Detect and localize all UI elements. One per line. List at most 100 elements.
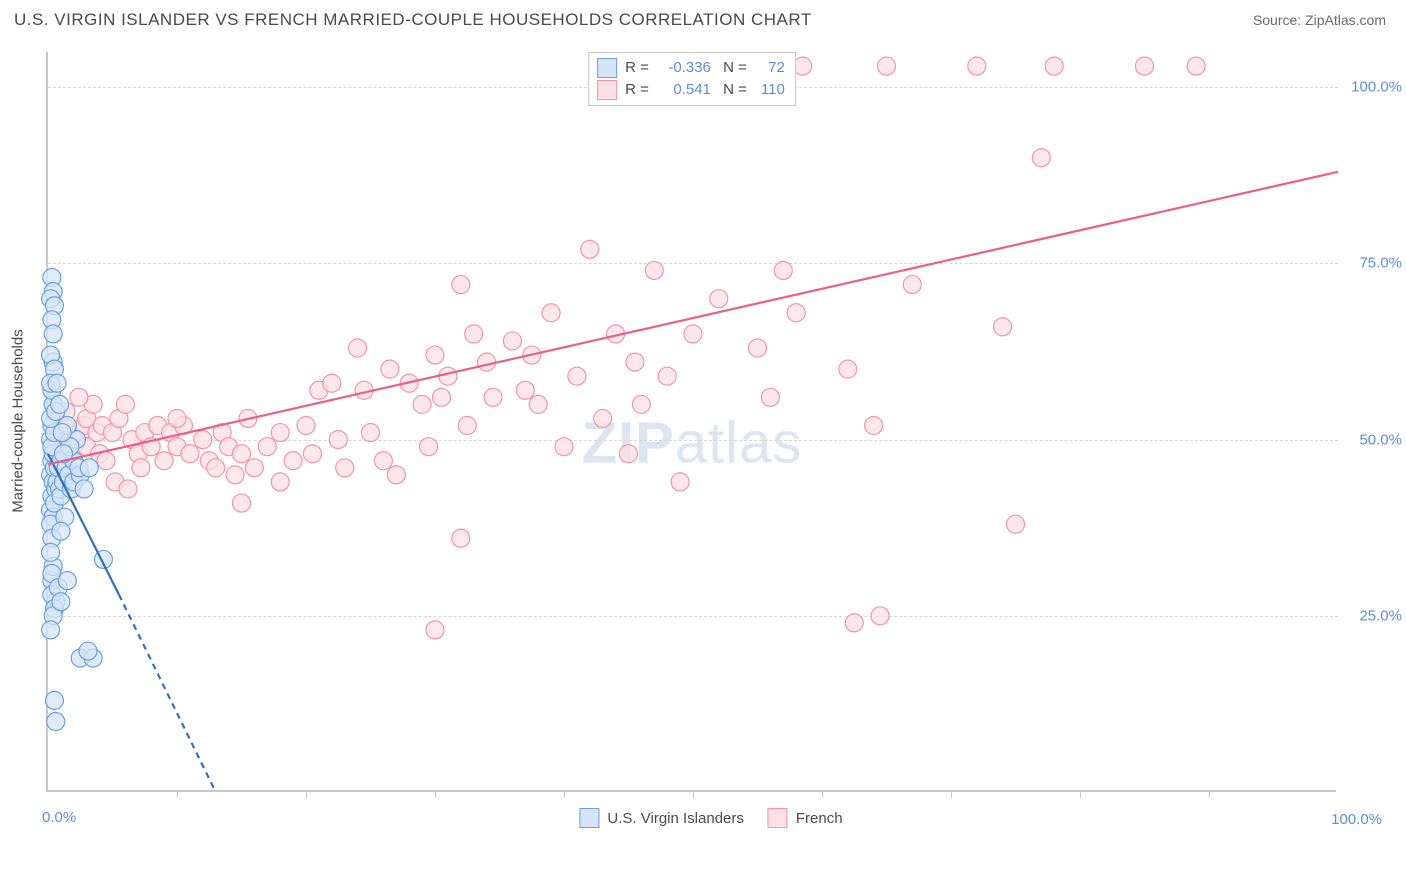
data-point [845, 614, 863, 632]
chart-container: ZIPatlas 25.0%50.0%75.0%100.0% Married-c… [46, 52, 1376, 830]
data-point [710, 290, 728, 308]
data-point [439, 367, 457, 385]
data-point [1045, 57, 1063, 75]
data-point [1136, 57, 1154, 75]
data-point [374, 452, 392, 470]
data-point [465, 325, 483, 343]
y-tick-label: 75.0% [1342, 255, 1402, 272]
n-value-blue: 72 [755, 57, 785, 79]
data-point [503, 332, 521, 350]
data-point [207, 459, 225, 477]
data-point [478, 353, 496, 371]
data-point [48, 374, 66, 392]
data-point [871, 607, 889, 625]
data-point [329, 431, 347, 449]
data-point [47, 713, 65, 731]
r-value-pink: 0.541 [657, 79, 711, 101]
legend-label-pink: French [796, 810, 843, 827]
data-point [1032, 149, 1050, 167]
trend-line [119, 595, 216, 792]
correlation-legend: R =-0.336 N =72 R =0.541 N =110 [588, 52, 796, 106]
series-legend: U.S. Virgin Islanders French [579, 808, 842, 828]
data-point [119, 480, 137, 498]
data-point [168, 409, 186, 427]
data-point [671, 473, 689, 491]
data-point [271, 424, 289, 442]
data-point [839, 360, 857, 378]
data-point [420, 438, 438, 456]
data-point [555, 438, 573, 456]
data-point [58, 572, 76, 590]
data-point [42, 621, 60, 639]
data-point [658, 367, 676, 385]
legend-label-blue: U.S. Virgin Islanders [607, 810, 743, 827]
data-point [458, 417, 476, 435]
data-point [75, 480, 93, 498]
data-point [684, 325, 702, 343]
data-point [132, 459, 150, 477]
data-point [79, 642, 97, 660]
data-point [432, 388, 450, 406]
y-tick-label: 100.0% [1342, 79, 1402, 96]
data-point [542, 304, 560, 322]
data-point [484, 388, 502, 406]
data-point [761, 388, 779, 406]
data-point [97, 452, 115, 470]
data-point [44, 325, 62, 343]
data-point [594, 409, 612, 427]
data-point [787, 304, 805, 322]
data-point [181, 445, 199, 463]
data-point [381, 360, 399, 378]
data-point [426, 346, 444, 364]
swatch-blue [597, 58, 617, 78]
data-point [297, 417, 315, 435]
scatter-layer [48, 52, 1338, 792]
r-value-blue: -0.336 [657, 57, 711, 79]
data-point [116, 395, 134, 413]
data-point [284, 452, 302, 470]
data-point [258, 438, 276, 456]
data-point [52, 593, 70, 611]
data-point [387, 466, 405, 484]
data-point [1187, 57, 1205, 75]
data-point [226, 466, 244, 484]
data-point [620, 445, 638, 463]
data-point [52, 522, 70, 540]
n-value-pink: 110 [755, 79, 785, 101]
data-point [426, 621, 444, 639]
data-point [749, 339, 767, 357]
data-point [413, 395, 431, 413]
data-point [529, 395, 547, 413]
data-point [233, 494, 251, 512]
data-point [70, 388, 88, 406]
data-point [233, 445, 251, 463]
chart-title: U.S. VIRGIN ISLANDER VS FRENCH MARRIED-C… [14, 10, 812, 30]
data-point [626, 353, 644, 371]
trend-line [48, 172, 1338, 464]
data-point [245, 459, 263, 477]
data-point [80, 459, 98, 477]
swatch-blue-bottom [579, 808, 599, 828]
swatch-pink-bottom [768, 808, 788, 828]
y-axis-title: Married-couple Households [10, 329, 27, 512]
data-point [581, 240, 599, 258]
plot-area: ZIPatlas 25.0%50.0%75.0%100.0% Married-c… [46, 52, 1336, 792]
data-point [336, 459, 354, 477]
data-point [632, 395, 650, 413]
data-point [774, 261, 792, 279]
data-point [903, 276, 921, 294]
data-point [994, 318, 1012, 336]
data-point [155, 452, 173, 470]
data-point [452, 276, 470, 294]
data-point [51, 395, 69, 413]
data-point [194, 431, 212, 449]
y-tick-label: 25.0% [1342, 607, 1402, 624]
data-point [323, 374, 341, 392]
data-point [1007, 515, 1025, 533]
data-point [645, 261, 663, 279]
data-point [794, 57, 812, 75]
x-axis-min-label: 0.0% [42, 809, 76, 826]
swatch-pink [597, 80, 617, 100]
x-axis-max-label: 100.0% [1331, 811, 1382, 828]
data-point [45, 691, 63, 709]
